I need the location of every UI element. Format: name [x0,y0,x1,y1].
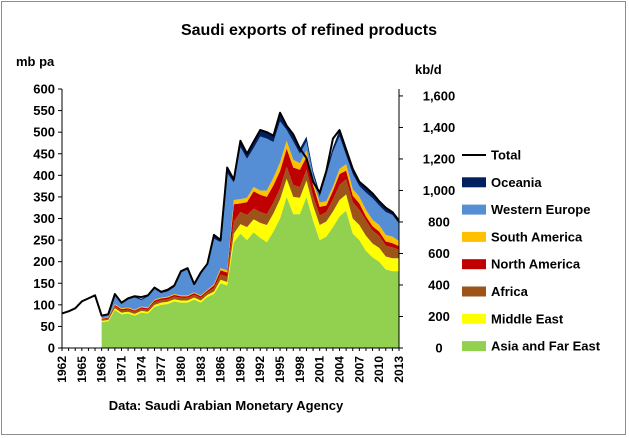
y-right-tick-label: 1,000 [423,183,456,198]
y-left-tick-label: 200 [33,254,55,269]
x-tick-label: 1995 [273,356,287,383]
x-tick-label: 1962 [55,356,69,383]
y-left-tick-label: 600 [33,82,55,97]
total-line-layer [61,111,400,317]
x-tick-label: 1968 [95,356,109,383]
y-right-tick-label: 600 [428,246,450,261]
x-tick-label: 2001 [313,356,327,383]
legend-label-north-america: North America [491,257,581,272]
y-right-tick-label: 1,400 [423,120,456,135]
total-line [61,111,400,317]
x-tick-label: 2007 [352,356,366,383]
y-left-tick-label: 300 [33,211,55,226]
y-left-tick-label: 250 [33,233,55,248]
legend: Total Oceania Western Europe South America N… [462,148,601,354]
legend-swatch-middle-east [462,313,486,324]
legend-swatch-africa [462,286,486,297]
x-tick-label: 2004 [333,356,347,383]
area-layers [101,112,400,348]
y-right-tick-label: 1,600 [423,88,456,103]
legend-label-oceania: Oceania [491,175,542,190]
legend-swatch-south-america [462,231,486,242]
y-left-tick-label: 0 [48,341,55,356]
legend-swatch-north-america [462,259,486,270]
area-oceania [101,112,400,317]
x-tick-label: 1977 [154,356,168,383]
axes: 0 50 100 150 200 250 300 350 400 450 500 550 600 0 200… [33,82,455,383]
x-tick-label: 1971 [114,356,128,383]
legend-swatch-asia-and-far-east [462,341,486,352]
x-tick-label: 1986 [214,356,228,383]
y-right-tick-label: 800 [428,214,450,229]
y-left-tick-label: 450 [33,146,55,161]
x-tick-label: 2013 [392,356,406,383]
y-axis-left-label: mb pa [16,54,55,69]
y-left-tick-label: 400 [33,168,55,183]
x-tick-label: 1983 [194,356,208,383]
legend-swatch-western-europe [462,204,486,215]
x-tick-label: 1998 [293,356,307,383]
y-axis-right-label: kb/d [415,62,442,77]
source-note: Data: Saudi Arabian Monetary Agency [109,398,344,413]
y-right-tick-label: 0 [435,341,442,356]
legend-label-asia-and-far-east: Asia and Far East [491,339,601,354]
chart-title: Saudi exports of refined products [181,22,437,39]
y-left-tick-label: 550 [33,103,55,118]
x-tick-label: 2010 [372,356,386,383]
y-right-tick-label: 1,200 [423,151,456,166]
y-right-tick-label: 200 [428,309,450,324]
y-left-tick-label: 150 [33,276,55,291]
x-tick-label: 1965 [75,356,89,383]
area-western-europe [101,121,400,319]
y-left-tick-label: 350 [33,189,55,204]
x-tick-label: 1989 [233,356,247,383]
legend-label-middle-east: Middle East [491,311,564,326]
y-left-tick-label: 500 [33,125,55,140]
y-left-tick-label: 50 [41,319,55,334]
legend-label-western-europe: Western Europe [491,202,590,217]
y-right-tick-label: 400 [428,277,450,292]
legend-label-total: Total [491,148,521,163]
x-tick-label: 1974 [134,356,148,383]
legend-label-africa: Africa [491,284,529,299]
x-tick-label: 1992 [253,356,267,383]
legend-label-south-america: South America [491,229,583,244]
area-asia-and-far-east [101,196,400,348]
x-tick-label: 1980 [174,356,188,383]
y-left-tick-label: 100 [33,297,55,312]
legend-swatch-oceania [462,177,486,188]
